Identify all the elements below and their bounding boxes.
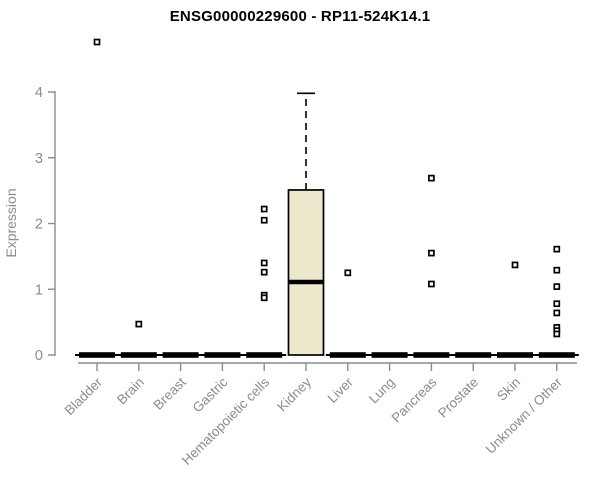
chart-title: ENSG00000229600 - RP11-524K14.1 <box>169 8 431 25</box>
x-tick-label: Skin <box>494 375 523 404</box>
outlier-point <box>344 269 352 277</box>
zero-median-bar <box>204 352 241 358</box>
outlier-point <box>553 330 561 338</box>
zero-median-bar <box>329 352 366 358</box>
box-rect <box>287 189 325 356</box>
x-tick-label: Kidney <box>274 374 314 414</box>
outlier-point <box>428 280 435 288</box>
outlier-point <box>511 261 519 269</box>
outlier-point <box>260 259 268 267</box>
zero-median-bar <box>162 352 199 358</box>
outlier-point <box>428 249 435 257</box>
zero-median-bar <box>120 352 157 358</box>
y-tick-label: 1 <box>35 282 43 298</box>
outlier-point <box>553 283 561 290</box>
zero-median-bar <box>455 352 492 358</box>
x-tick-label: Liver <box>325 374 357 406</box>
y-tick-label: 0 <box>35 348 43 364</box>
outlier-point <box>553 266 561 274</box>
zero-median-bar <box>413 352 450 358</box>
outlier-point <box>553 245 561 253</box>
y-tick-label: 2 <box>35 217 43 233</box>
outlier-point <box>428 174 435 182</box>
outlier-point <box>260 294 268 302</box>
x-tick-label: Gastric <box>190 374 231 415</box>
zero-median-bar <box>79 352 115 358</box>
x-tick-label: Lung <box>366 375 398 407</box>
x-tick-label: Brain <box>114 375 147 408</box>
outlier-point <box>135 320 143 328</box>
y-axis-label: Expression <box>3 188 19 258</box>
x-tick-label: Breast <box>151 374 189 412</box>
y-tick-label: 4 <box>35 85 43 101</box>
y-tick-label: 3 <box>35 151 43 167</box>
zero-median-bar <box>371 352 408 358</box>
outlier-point <box>553 309 561 317</box>
outlier-point <box>93 38 101 46</box>
x-tick-label: Prostate <box>435 375 481 421</box>
zero-median-bar <box>246 352 283 358</box>
outlier-point <box>260 268 268 276</box>
zero-median-bar <box>497 352 533 358</box>
zero-median-bar <box>538 352 575 358</box>
outlier-point <box>260 216 268 224</box>
x-tick-label: Unknown / Other <box>483 374 566 457</box>
outlier-point <box>260 205 268 213</box>
x-tick-label: Bladder <box>62 374 106 418</box>
outlier-point <box>553 300 561 308</box>
x-tick-label: Pancreas <box>389 374 440 425</box>
